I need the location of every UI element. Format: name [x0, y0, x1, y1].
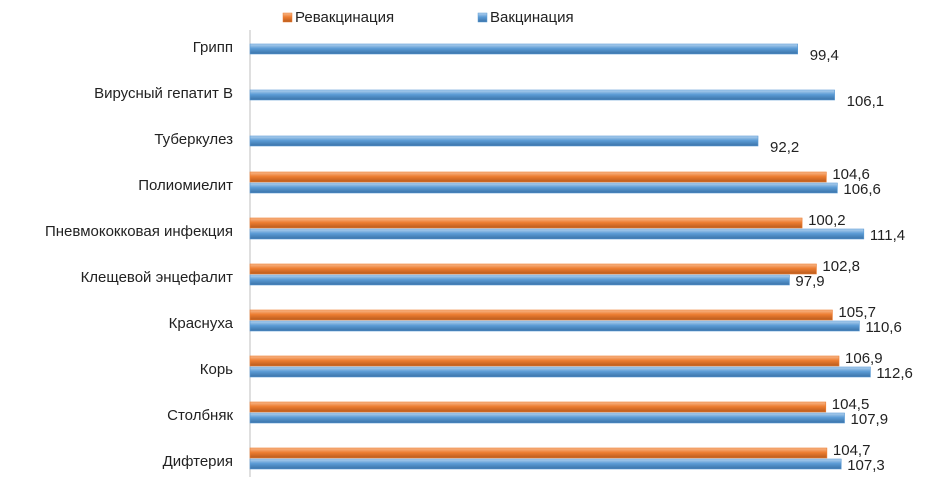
category-label: Вирусный гепатит В — [94, 85, 233, 102]
legend-label: Ревакцинация — [295, 9, 394, 26]
value-label: 104,5 — [832, 396, 870, 413]
bar — [249, 355, 840, 367]
bar — [249, 401, 827, 413]
bar — [249, 320, 860, 332]
bar — [249, 309, 833, 321]
value-label: 106,1 — [847, 93, 885, 110]
category-label: Краснуха — [169, 315, 234, 332]
value-label: 102,8 — [822, 258, 860, 275]
legend-swatch — [282, 12, 293, 23]
category-label: Полиомиелит — [138, 177, 233, 194]
value-label: 107,3 — [847, 457, 885, 474]
category-label: Дифтерия — [163, 453, 233, 470]
category-label: Грипп — [193, 39, 233, 56]
legend-swatch — [477, 12, 488, 23]
bar — [249, 274, 790, 286]
value-label: 92,2 — [770, 139, 799, 156]
bar — [249, 182, 838, 194]
bar — [249, 228, 865, 240]
category-label: Пневмококковая инфекция — [45, 223, 233, 240]
category-label: Корь — [200, 361, 233, 378]
value-label: 110,6 — [865, 319, 901, 336]
bar — [249, 135, 759, 147]
bar — [249, 412, 845, 424]
value-label: 97,9 — [795, 273, 824, 290]
value-label: 106,9 — [845, 350, 883, 367]
bar — [249, 89, 835, 101]
bar — [249, 366, 871, 378]
value-label: 104,6 — [832, 166, 870, 183]
bar — [249, 217, 803, 229]
bar — [249, 447, 828, 459]
bar — [249, 263, 817, 275]
category-label: Столбняк — [167, 407, 233, 424]
bar — [249, 171, 827, 183]
value-label: 99,4 — [810, 47, 839, 64]
value-label: 104,7 — [833, 442, 871, 459]
value-label: 100,2 — [808, 212, 846, 229]
value-label: 107,9 — [851, 411, 889, 428]
value-label: 105,7 — [838, 304, 876, 321]
value-label: 111,4 — [870, 227, 905, 244]
category-label: Клещевой энцефалит — [81, 269, 234, 286]
value-label: 106,6 — [843, 181, 881, 198]
bar — [249, 458, 842, 470]
category-label: Туберкулез — [154, 131, 233, 148]
bar — [249, 43, 798, 55]
legend-label: Вакцинация — [490, 9, 574, 26]
value-label: 112,6 — [876, 365, 912, 382]
